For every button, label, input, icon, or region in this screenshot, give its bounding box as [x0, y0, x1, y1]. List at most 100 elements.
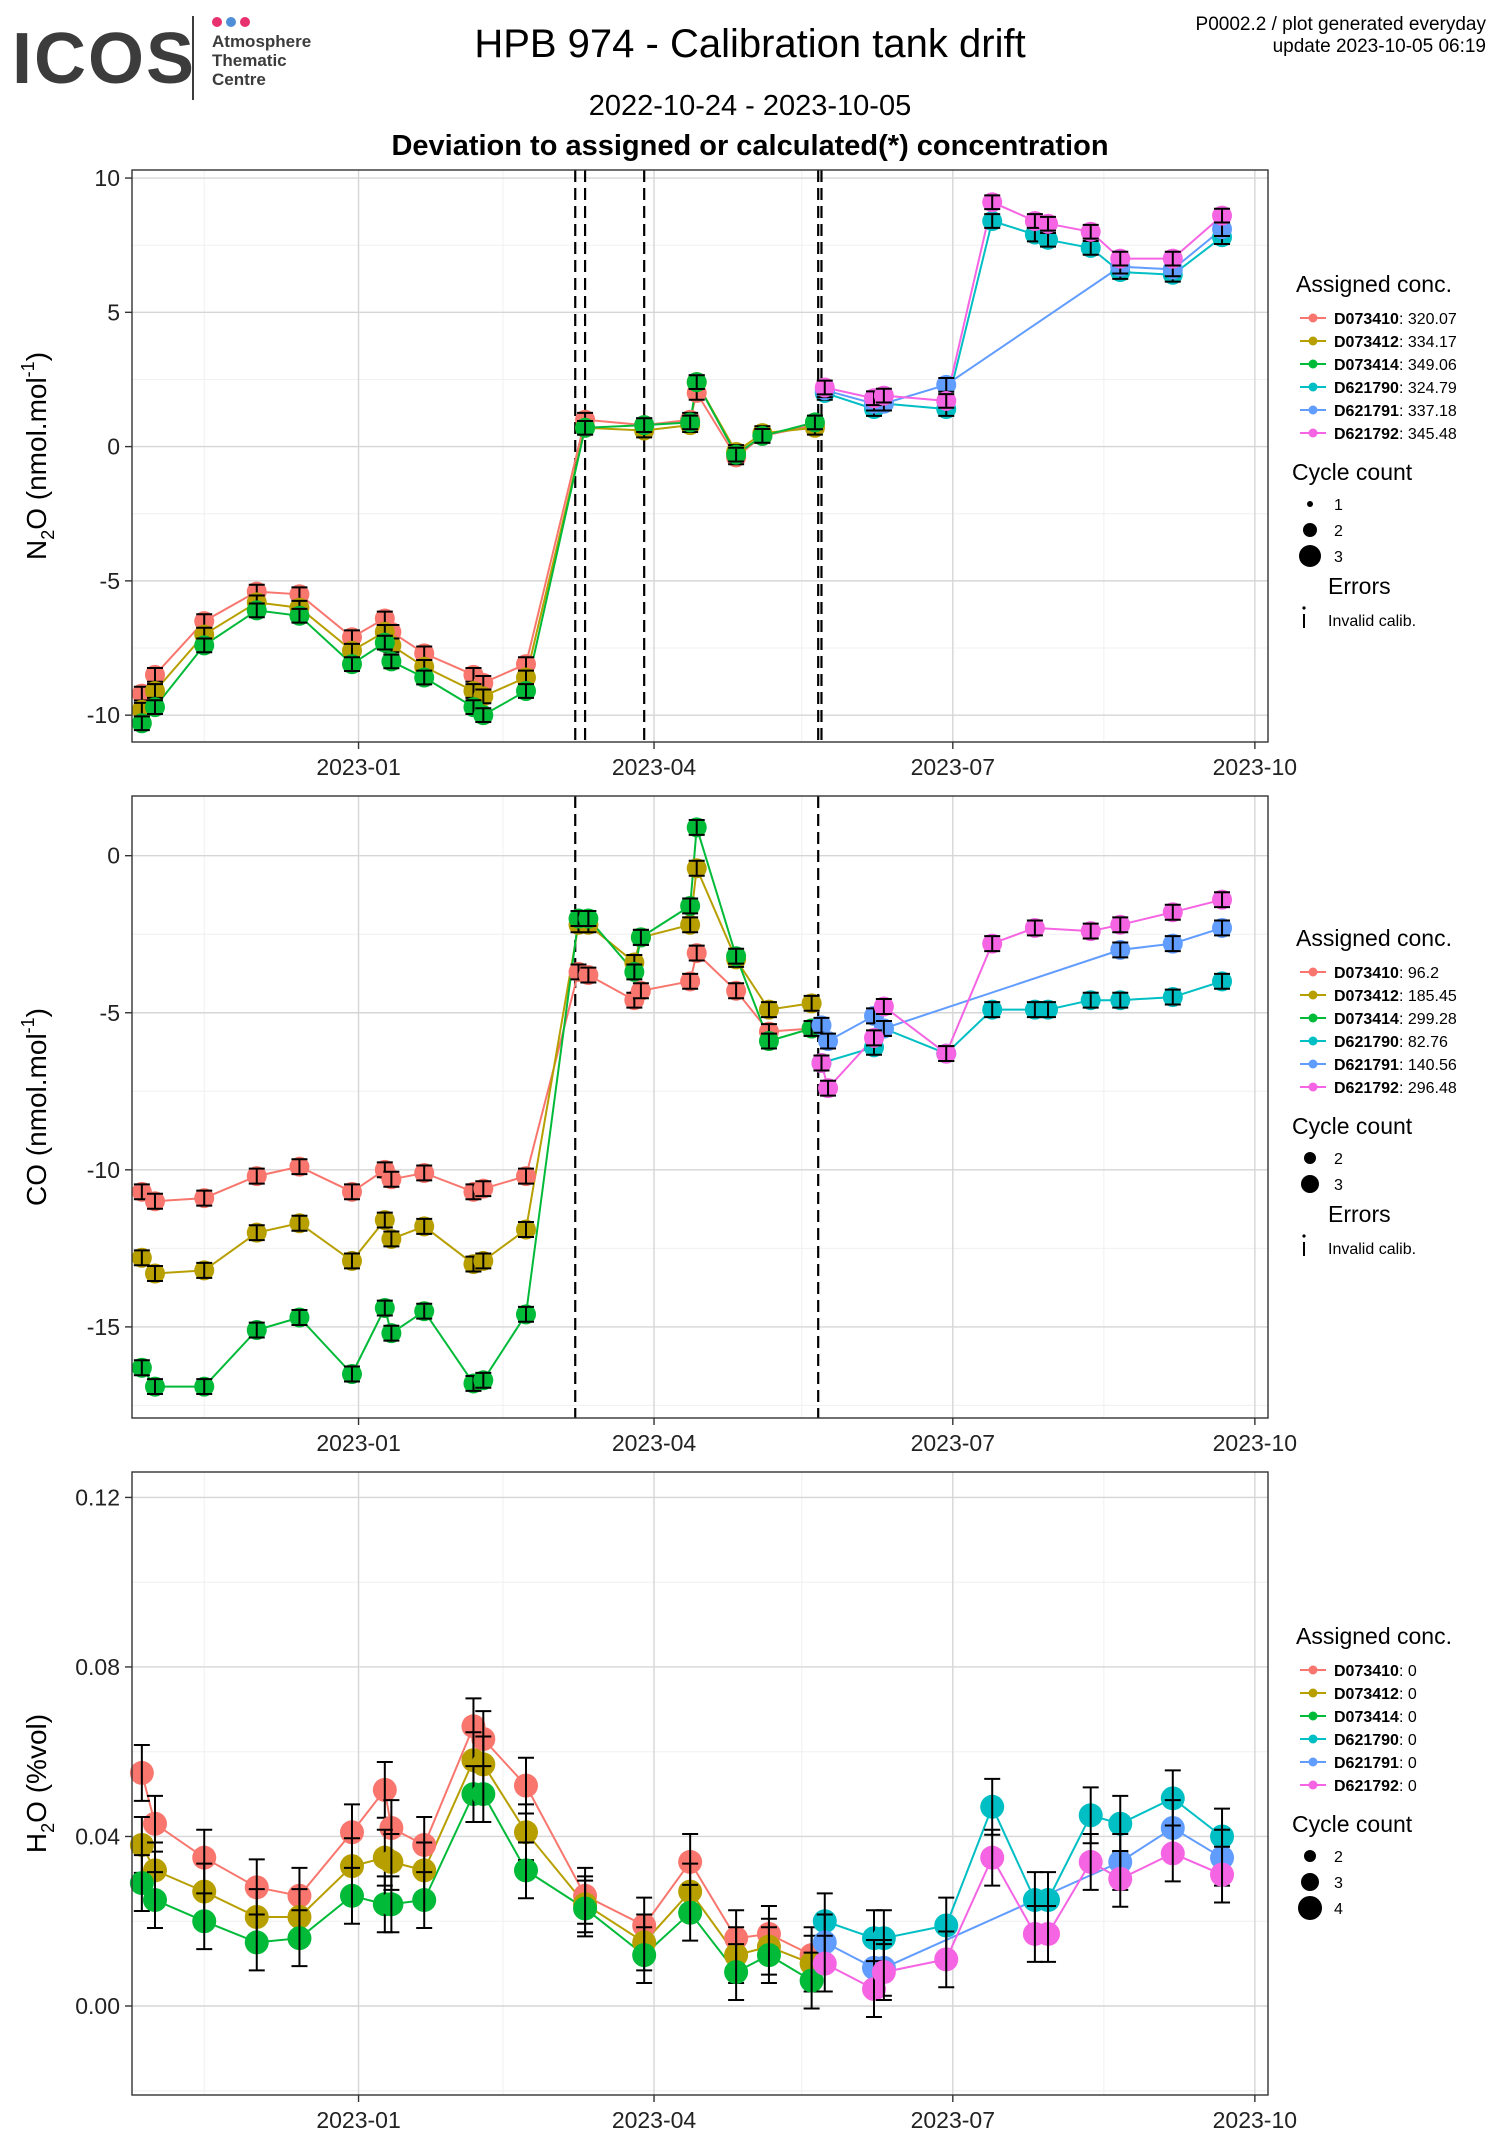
legend-size-dot — [1299, 545, 1321, 567]
y-tick-label: -10 — [87, 1157, 120, 1183]
legend-key-dot — [1308, 1734, 1318, 1744]
y-tick-label: 0.04 — [75, 1823, 120, 1849]
legend-key-dot — [1308, 1688, 1318, 1698]
legend-entry-D073414: D073414: 0 — [1334, 1709, 1417, 1726]
y-axis-label: N2O (nmol.mol-1) — [18, 352, 58, 560]
legend-size-dot — [1304, 1850, 1316, 1862]
y-tick-label: 0.00 — [75, 1993, 120, 2019]
y-tick-label: 0 — [107, 434, 120, 460]
date-range: 2022-10-24 - 2023-10-05 — [588, 90, 912, 122]
x-tick-label: 2023-10 — [1213, 2107, 1297, 2133]
legend-key-dot — [1308, 428, 1318, 438]
legend-entry-D621791: D621791: 337.18 — [1334, 403, 1457, 420]
legend-size-title: Cycle count — [1292, 1811, 1413, 1837]
legend-error-icon-dot — [1302, 1234, 1306, 1238]
x-tick-label: 2023-10 — [1213, 754, 1297, 780]
legend-errors-label: Invalid calib. — [1328, 1241, 1416, 1258]
logo-sub-line: Atmosphere — [212, 32, 312, 51]
legend-title: Assigned conc. — [1296, 925, 1452, 951]
x-tick-label: 2023-01 — [316, 1430, 400, 1456]
panel-border — [131, 1471, 1269, 2096]
legend-errors-title: Errors — [1328, 573, 1391, 599]
plot-area — [132, 1472, 1268, 2095]
legend-key-dot — [1308, 336, 1318, 346]
y-tick-label: 0 — [107, 843, 120, 869]
legend-entry-D073414: D073414: 299.28 — [1334, 1011, 1457, 1028]
legend-entry-D621790: D621790: 324.79 — [1334, 380, 1457, 397]
legend-key-dot — [1308, 1082, 1318, 1092]
legend-key-dot — [1308, 967, 1318, 977]
legend-size-label: 1 — [1334, 497, 1343, 514]
legend-errors-title: Errors — [1328, 1201, 1391, 1227]
plot-area — [132, 170, 1268, 742]
legend-key-dot — [1308, 990, 1318, 1000]
legend-size-label: 3 — [1334, 1177, 1343, 1194]
legend-title: Assigned conc. — [1296, 1623, 1452, 1649]
plot-area — [132, 796, 1268, 1418]
y-tick-label: 5 — [107, 299, 120, 325]
y-axis-label: H2O (%vol) — [21, 1714, 58, 1853]
legend-key-dot — [1308, 1757, 1318, 1767]
legend-entry-D073412: D073412: 185.45 — [1334, 988, 1457, 1005]
legend-key-dot — [1308, 382, 1318, 392]
legend-size-dot — [1301, 1873, 1319, 1891]
x-tick-label: 2023-04 — [612, 2107, 697, 2133]
logo-sub-line: Thematic — [212, 51, 287, 70]
panel-border — [131, 795, 1269, 1419]
legend-entry-D073412: D073412: 334.17 — [1334, 334, 1457, 351]
logo-separator — [192, 16, 194, 100]
logo-sub-line: Centre — [212, 70, 266, 89]
legend-size-label: 4 — [1334, 1901, 1343, 1918]
x-tick-label: 2023-04 — [612, 1430, 697, 1456]
y-tick-label: -5 — [100, 568, 120, 594]
legend-title: Assigned conc. — [1296, 271, 1452, 297]
legend-entry-D621791: D621791: 0 — [1334, 1755, 1417, 1772]
chart-panel-3: 0.12 0.08 0.04 0.00 2023-01 2023-04 2023-07 202… — [21, 1471, 1452, 2133]
legend-size-dot — [1301, 1175, 1319, 1193]
y-tick-label: 0.12 — [75, 1484, 120, 1510]
legend-entry-D621792: D621792: 0 — [1334, 1778, 1417, 1795]
legend-key-dot — [1308, 405, 1318, 415]
x-tick-label: 2023-07 — [911, 1430, 995, 1456]
legend-size-dot — [1307, 501, 1313, 507]
plot-header: ICOS Atmosphere Thematic Centre HPB 974 … — [0, 0, 1500, 162]
legend-size-dot — [1304, 1152, 1316, 1164]
legend-size-label: 3 — [1334, 1875, 1343, 1892]
x-tick-label: 2023-07 — [911, 754, 995, 780]
legend-size-title: Cycle count — [1292, 1113, 1413, 1139]
generation-info: P0002.2 / plot generated everyday update… — [1196, 14, 1486, 58]
legend-key-dot — [1308, 359, 1318, 369]
legend-size-dot — [1303, 523, 1317, 537]
legend-entry-D621790: D621790: 82.76 — [1334, 1034, 1448, 1051]
legend-size-label: 2 — [1334, 1151, 1343, 1168]
legend-error-icon-dot — [1302, 606, 1306, 610]
icos-logo: ICOS — [12, 19, 197, 99]
page-title: HPB 974 - Calibration tank drift — [474, 22, 1026, 66]
panel-border — [131, 169, 1269, 743]
logo-dots-icon — [212, 14, 254, 32]
legend-errors-label: Invalid calib. — [1328, 613, 1416, 630]
x-tick-label: 2023-04 — [612, 754, 697, 780]
legend-entry-D073410: D073410: 96.2 — [1334, 965, 1439, 982]
x-tick-label: 2023-10 — [1213, 1430, 1297, 1456]
y-tick-label: -15 — [87, 1314, 120, 1340]
legend-size-label: 3 — [1334, 549, 1343, 566]
legend-entry-D073410: D073410: 320.07 — [1334, 311, 1457, 328]
chart-panel-2: 0 -5 -10 -15 2023-01 2023-04 2023-07 2023-10 CO … — [18, 795, 1457, 1456]
x-tick-label: 2023-07 — [911, 2107, 995, 2133]
legend-size-dot — [1298, 1896, 1322, 1920]
legend-key-dot — [1308, 1780, 1318, 1790]
plot-heading: Deviation to assigned or calculated(*) c… — [391, 130, 1109, 162]
y-axis-label: CO (nmol.mol-1) — [18, 1008, 52, 1206]
y-tick-label: 0.08 — [75, 1654, 120, 1680]
legend-entry-D073414: D073414: 349.06 — [1334, 357, 1457, 374]
legend-key-dot — [1308, 313, 1318, 323]
y-tick-label: -10 — [87, 702, 120, 728]
legend-key-dot — [1308, 1036, 1318, 1046]
legend-key-dot — [1308, 1059, 1318, 1069]
legend-key-dot — [1308, 1711, 1318, 1721]
legend-size-label: 2 — [1334, 523, 1343, 540]
update-timestamp: update 2023-10-05 06:19 — [1272, 36, 1486, 57]
x-tick-label: 2023-01 — [316, 2107, 400, 2133]
